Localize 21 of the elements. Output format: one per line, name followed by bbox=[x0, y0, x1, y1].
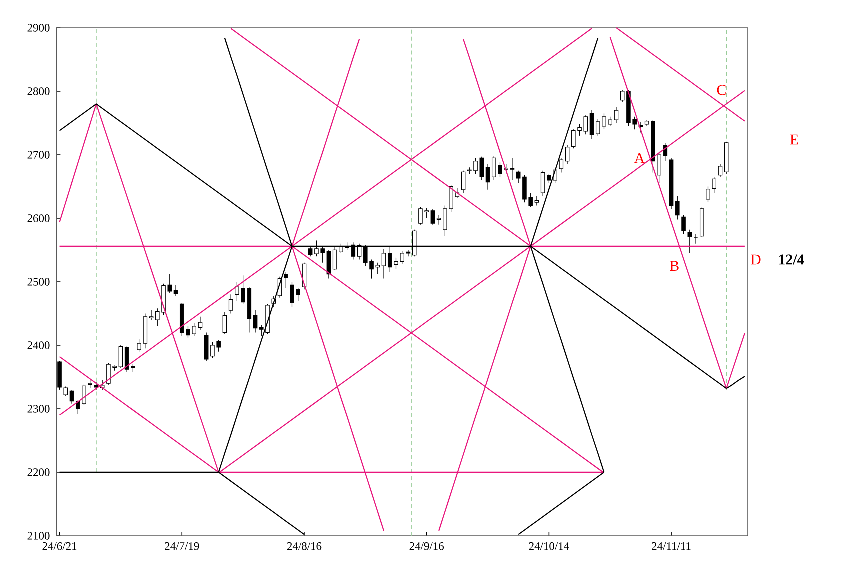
y-tick-label: 2200 bbox=[28, 468, 50, 476]
y-tick-label: 2300 bbox=[28, 405, 50, 413]
y-tick-label: 2400 bbox=[28, 342, 50, 350]
x-tick-label: 24/6/21 bbox=[42, 542, 77, 550]
text: D bbox=[751, 254, 761, 265]
x-tick-label: 24/9/16 bbox=[410, 542, 444, 550]
y-tick-label: 2900 bbox=[28, 24, 50, 32]
x-tick-label: 24/7/19 bbox=[165, 542, 200, 550]
text: E bbox=[790, 134, 798, 145]
y-tick-label: 2600 bbox=[28, 214, 50, 222]
x-tick-label: 24/10/14 bbox=[529, 542, 570, 550]
text: 12/4 bbox=[779, 254, 804, 265]
y-tick-label: 2700 bbox=[28, 151, 50, 159]
x-tick-label: 24/8/16 bbox=[287, 542, 322, 550]
y-tick-label: 2100 bbox=[28, 532, 50, 540]
annotation: C bbox=[717, 85, 726, 96]
annotation: B bbox=[670, 261, 679, 272]
x-tick-label: 24/11/11 bbox=[652, 542, 691, 550]
annotation: A bbox=[634, 153, 645, 164]
y-tick-label: 2800 bbox=[28, 88, 50, 96]
y-tick-label: 2500 bbox=[28, 278, 50, 286]
